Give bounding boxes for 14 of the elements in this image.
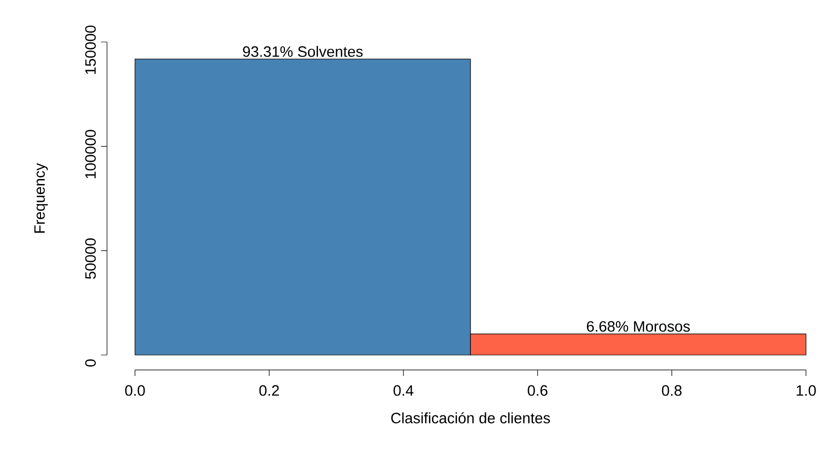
y-tick-label: 100000 xyxy=(85,130,96,178)
x-tick-label: 0.6 xyxy=(528,385,548,396)
x-tick-label: 0.2 xyxy=(259,385,279,396)
x-tick-label: 0.0 xyxy=(125,385,145,396)
y-axis-title: Frequency xyxy=(34,163,48,233)
y-tick-label: 50000 xyxy=(85,238,96,279)
annotation: 6.68% Morosos xyxy=(586,321,690,332)
x-axis-title: Clasificación de clientes xyxy=(391,412,550,424)
annotation: 93.31% Solventes xyxy=(243,46,363,57)
y-tick-label: 150000 xyxy=(85,26,96,74)
x-tick-label: 0.4 xyxy=(394,385,414,396)
x-tick-label: 0.8 xyxy=(662,385,682,396)
x-tick-label: 1.0 xyxy=(796,385,816,396)
y-tick-label: 0 xyxy=(85,359,96,367)
